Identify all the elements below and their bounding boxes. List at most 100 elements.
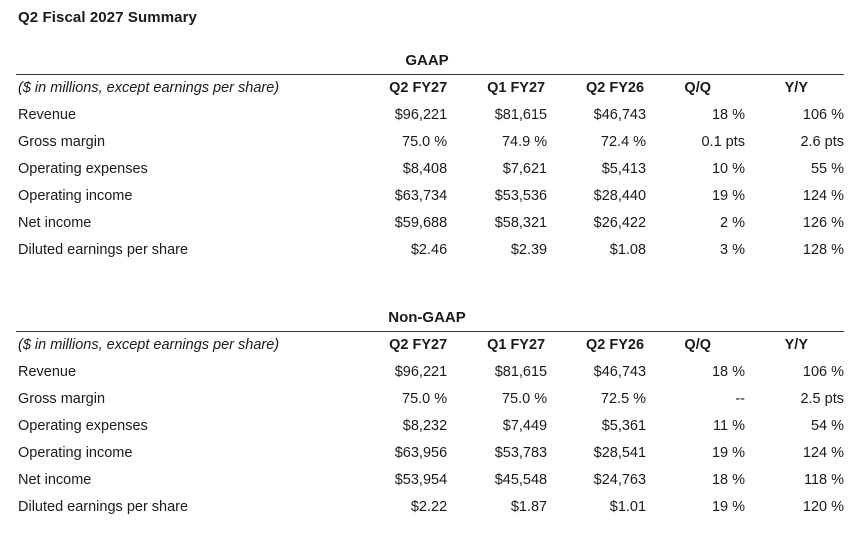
column-header-units: ($ in millions, except earnings per shar… xyxy=(18,337,280,353)
cell-q2fy27: $53,954 xyxy=(394,472,448,488)
cell-yy: 2.5 pts xyxy=(800,391,844,407)
cell-yy: 106 % xyxy=(802,364,844,380)
cell-q2fy26: $28,440 xyxy=(593,188,647,204)
cell-qq: 19 % xyxy=(711,499,746,515)
section-heading-label: GAAP xyxy=(405,52,449,69)
cell-q2fy26: $24,763 xyxy=(593,472,647,488)
row-label: Operating income xyxy=(18,445,133,461)
table-row: Gross margin 75.0 % 74.9 % 72.4 % 0.1 pt… xyxy=(16,129,844,156)
table-row: Operating expenses $8,408 $7,621 $5,413 … xyxy=(16,156,844,183)
row-label: Net income xyxy=(18,472,92,488)
section-divider xyxy=(16,331,844,332)
page-title: Q2 Fiscal 2027 Summary xyxy=(18,9,197,26)
cell-q2fy26: 72.5 % xyxy=(600,391,647,407)
row-label: Diluted earnings per share xyxy=(18,242,189,258)
cell-qq: 19 % xyxy=(711,445,746,461)
cell-qq: 3 % xyxy=(720,242,746,258)
cell-q2fy26: $46,743 xyxy=(593,107,647,123)
cell-qq: -- xyxy=(735,391,746,407)
table-header-row: ($ in millions, except earnings per shar… xyxy=(16,332,844,359)
column-header-q1fy27: Q1 FY27 xyxy=(487,80,546,96)
cell-q1fy27: $2.39 xyxy=(510,242,548,258)
column-header-units: ($ in millions, except earnings per shar… xyxy=(18,80,280,96)
table-row: Gross margin 75.0 % 75.0 % 72.5 % -- 2.5… xyxy=(16,386,844,413)
section-heading: Non-GAAP xyxy=(16,307,844,329)
column-header-yy: Y/Y xyxy=(784,337,808,353)
cell-q2fy26: 72.4 % xyxy=(600,134,647,150)
cell-q2fy27: $96,221 xyxy=(394,107,448,123)
row-label: Diluted earnings per share xyxy=(18,499,189,515)
cell-qq: 11 % xyxy=(713,418,746,434)
cell-q1fy27: $53,783 xyxy=(494,445,548,461)
column-header-q2fy27: Q2 FY27 xyxy=(389,80,448,96)
cell-q2fy26: $5,413 xyxy=(601,161,647,177)
cell-qq: 18 % xyxy=(711,107,746,123)
table-row: Operating expenses $8,232 $7,449 $5,361 … xyxy=(16,413,844,440)
table-row: Operating income $63,956 $53,783 $28,541… xyxy=(16,440,844,467)
cell-q1fy27: $81,615 xyxy=(494,107,548,123)
column-header-q2fy26: Q2 FY26 xyxy=(586,80,645,96)
cell-q1fy27: $53,536 xyxy=(494,188,548,204)
table-row: Diluted earnings per share $2.22 $1.87 $… xyxy=(16,494,844,521)
column-header-q1fy27: Q1 FY27 xyxy=(487,337,546,353)
cell-qq: 19 % xyxy=(711,188,746,204)
cell-yy: 120 % xyxy=(802,499,844,515)
cell-q2fy27: $59,688 xyxy=(394,215,448,231)
cell-q2fy27: 75.0 % xyxy=(402,391,448,407)
gaap-section: GAAP ($ in millions, except earnings per… xyxy=(16,50,844,264)
non-gaap-table: ($ in millions, except earnings per shar… xyxy=(16,332,844,521)
table-row: Revenue $96,221 $81,615 $46,743 18 % 106… xyxy=(16,359,844,386)
section-heading: GAAP xyxy=(16,50,844,72)
cell-q2fy26: $5,361 xyxy=(601,418,647,434)
cell-yy: 54 % xyxy=(810,418,844,434)
cell-qq: 18 % xyxy=(711,364,746,380)
cell-q2fy27: $8,232 xyxy=(402,418,448,434)
cell-q1fy27: $7,449 xyxy=(502,418,548,434)
cell-q2fy27: $63,734 xyxy=(394,188,448,204)
cell-yy: 126 % xyxy=(802,215,844,231)
cell-qq: 18 % xyxy=(711,472,746,488)
row-label: Revenue xyxy=(18,107,77,123)
cell-q2fy26: $46,743 xyxy=(593,364,647,380)
cell-q1fy27: $45,548 xyxy=(494,472,548,488)
cell-q1fy27: $7,621 xyxy=(502,161,548,177)
row-label: Gross margin xyxy=(18,391,106,407)
row-label: Operating expenses xyxy=(18,161,148,177)
cell-q2fy27: $63,956 xyxy=(394,445,448,461)
cell-q1fy27: 75.0 % xyxy=(501,391,548,407)
cell-q2fy27: $2.22 xyxy=(410,499,448,515)
cell-yy: 128 % xyxy=(802,242,844,258)
cell-q2fy26: $1.01 xyxy=(609,499,647,515)
table-row: Net income $59,688 $58,321 $26,422 2 % 1… xyxy=(16,210,844,237)
row-label: Net income xyxy=(18,215,92,231)
cell-q2fy26: $26,422 xyxy=(593,215,647,231)
row-label: Revenue xyxy=(18,364,77,380)
row-label: Operating expenses xyxy=(18,418,148,434)
section-heading-label: Non-GAAP xyxy=(388,309,466,326)
cell-qq: 2 % xyxy=(720,215,746,231)
table-row: Operating income $63,734 $53,536 $28,440… xyxy=(16,183,844,210)
cell-yy: 118 % xyxy=(803,472,844,488)
cell-q2fy26: $28,541 xyxy=(593,445,647,461)
cell-q2fy27: 75.0 % xyxy=(402,134,448,150)
cell-yy: 106 % xyxy=(802,107,844,123)
cell-q1fy27: $58,321 xyxy=(494,215,548,231)
column-header-qq: Q/Q xyxy=(684,337,712,353)
table-row: Revenue $96,221 $81,615 $46,743 18 % 106… xyxy=(16,102,844,129)
row-label: Gross margin xyxy=(18,134,106,150)
column-header-q2fy26: Q2 FY26 xyxy=(586,337,645,353)
table-row: Diluted earnings per share $2.46 $2.39 $… xyxy=(16,237,844,264)
column-header-q2fy27: Q2 FY27 xyxy=(389,337,448,353)
cell-yy: 2.6 pts xyxy=(800,134,844,150)
table-row: Net income $53,954 $45,548 $24,763 18 % … xyxy=(16,467,844,494)
cell-q2fy27: $96,221 xyxy=(394,364,448,380)
cell-q1fy27: $81,615 xyxy=(494,364,548,380)
cell-q2fy27: $2.46 xyxy=(410,242,448,258)
cell-q1fy27: $1.87 xyxy=(510,499,548,515)
non-gaap-section: Non-GAAP ($ in millions, except earnings… xyxy=(16,307,844,521)
cell-yy: 55 % xyxy=(810,161,844,177)
cell-q1fy27: 74.9 % xyxy=(501,134,548,150)
cell-q2fy27: $8,408 xyxy=(402,161,448,177)
cell-q2fy26: $1.08 xyxy=(609,242,647,258)
cell-yy: 124 % xyxy=(802,445,844,461)
